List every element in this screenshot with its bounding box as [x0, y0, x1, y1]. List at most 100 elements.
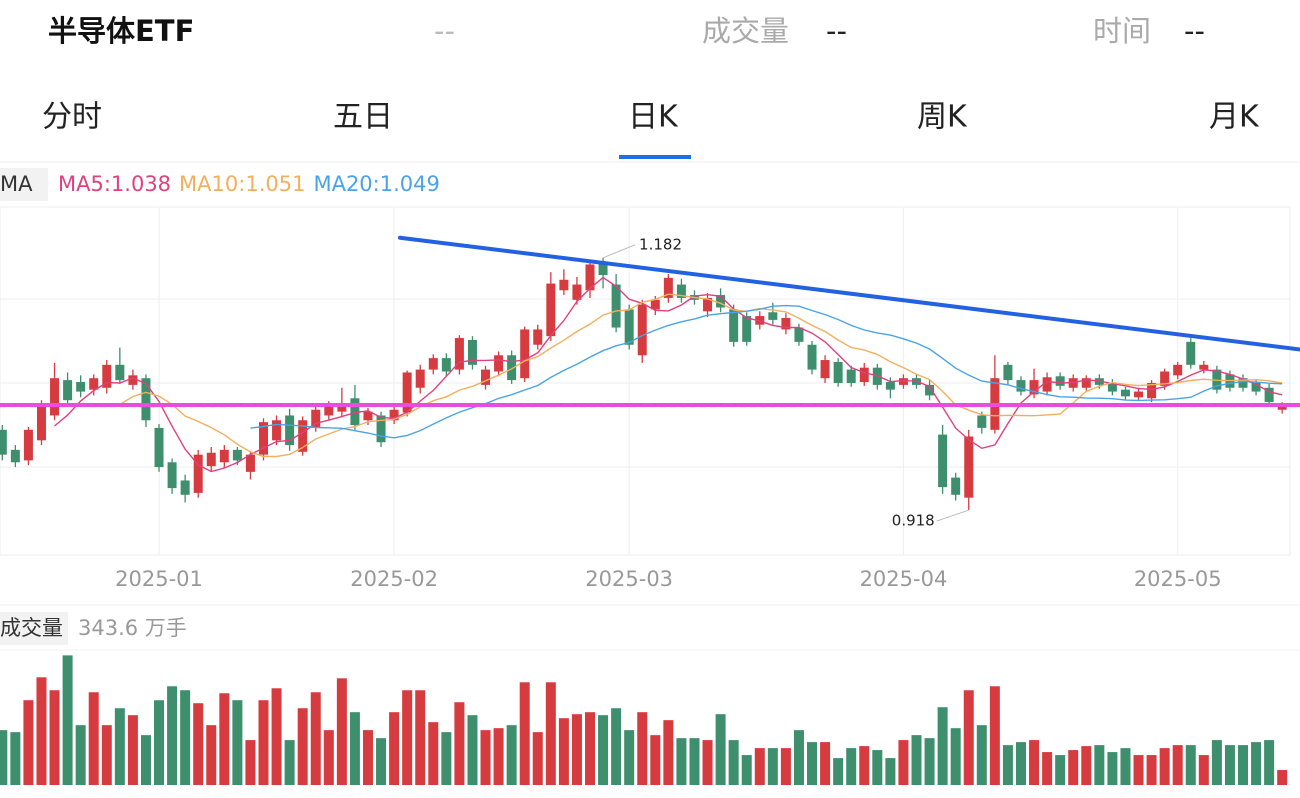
volume-bar [271, 688, 282, 785]
volume-bar [585, 712, 595, 785]
volume-bar [349, 712, 360, 785]
tab[interactable]: 日K [628, 100, 679, 135]
volume-label: 成交量 [702, 14, 789, 48]
volume-bar [728, 740, 739, 785]
volume-bar [898, 740, 909, 785]
candle-body [1264, 387, 1274, 403]
candle-body [938, 434, 948, 488]
candle-body [1029, 380, 1039, 395]
ma-line [54, 276, 1283, 473]
volume-bar [232, 700, 243, 785]
candle-body [585, 264, 595, 291]
volume-bar [793, 730, 804, 785]
volume-bar [1224, 745, 1235, 785]
volume-bar [180, 690, 191, 785]
volume-bar [532, 732, 543, 785]
candle-body [428, 358, 438, 370]
ma-line [119, 293, 1283, 458]
candle-body [63, 380, 73, 401]
volume-bar [467, 715, 478, 785]
volume-bar [872, 750, 883, 785]
volume-bar [1264, 740, 1275, 785]
volume-bar [1002, 745, 1013, 785]
volume-bar [663, 720, 674, 785]
volume-bar [506, 725, 517, 785]
volume-bar [1277, 770, 1288, 785]
tab[interactable]: 分时 [42, 100, 102, 135]
volume-bar [545, 682, 556, 785]
volume-bar [428, 722, 439, 785]
x-tick-label: 2025-05 [1134, 567, 1222, 591]
volume-bar [219, 693, 230, 785]
volume-bar [1120, 748, 1131, 785]
volume-bar [911, 735, 922, 785]
volume-bar [885, 758, 896, 785]
candle-body [89, 378, 99, 390]
volume-bar [702, 740, 713, 785]
tab[interactable]: 周K [917, 100, 968, 135]
tab[interactable]: 五日 [333, 100, 393, 135]
high-annotation: 1.182 [639, 235, 682, 253]
volume-bar [950, 728, 961, 785]
tab-underline [619, 155, 691, 159]
volume-bar [167, 686, 178, 785]
candle-body [650, 299, 660, 310]
volume-bar [1251, 742, 1262, 785]
candle-body [533, 329, 543, 345]
candle-body [1081, 378, 1091, 388]
candle-body [232, 449, 242, 461]
volume-bar [376, 738, 387, 785]
plot-frame [0, 206, 1291, 556]
low-annotation: 0.918 [892, 512, 935, 530]
candle-body [1251, 382, 1261, 392]
volume-bar [1146, 755, 1157, 785]
volume-bar [101, 725, 112, 785]
candle-body [102, 364, 112, 388]
candle-body [1003, 364, 1013, 381]
candle-body [36, 404, 46, 441]
ma-line [250, 304, 1283, 439]
volume-bar [245, 740, 256, 785]
time-label: 时间 [1093, 14, 1151, 48]
candle-body [572, 284, 582, 300]
volume-bar [924, 738, 935, 785]
volume-bar [284, 740, 295, 785]
volume-bar [75, 725, 86, 785]
tab[interactable]: 月K [1209, 100, 1260, 135]
candle-body [624, 309, 634, 345]
volume-bar [389, 712, 400, 785]
volume-bar [1185, 745, 1196, 785]
candle-body [494, 355, 504, 372]
volume-bar [336, 678, 347, 785]
candle-body [885, 382, 895, 390]
price: -- [434, 14, 455, 48]
volume-bar [1107, 752, 1118, 785]
time-value: -- [1184, 14, 1205, 48]
volume-pane-label: 成交量 [0, 616, 63, 640]
candle-body [167, 462, 177, 489]
volume-bar [480, 730, 491, 785]
candle-body [729, 309, 739, 342]
volume-bar [206, 725, 217, 785]
volume-bar [571, 714, 582, 785]
volume-bar [611, 708, 622, 785]
candle-body [898, 378, 908, 385]
ma-legend: MA10:1.051 [179, 172, 305, 196]
volume-bar [833, 758, 844, 785]
candle-body [363, 411, 373, 421]
volume-bar [624, 730, 635, 785]
volume-bar [1068, 750, 1079, 785]
volume-bar [989, 686, 1000, 785]
candle-body [441, 358, 451, 372]
volume-bar [1238, 745, 1248, 785]
candle-body [154, 427, 164, 468]
candle-body [716, 295, 726, 308]
candle-body [141, 378, 151, 421]
candle-body [115, 364, 125, 381]
volume-bar [741, 755, 752, 785]
candle-body [389, 409, 399, 421]
candle-body [415, 369, 425, 388]
trend-line [397, 235, 1300, 352]
volume-bar [193, 703, 204, 785]
